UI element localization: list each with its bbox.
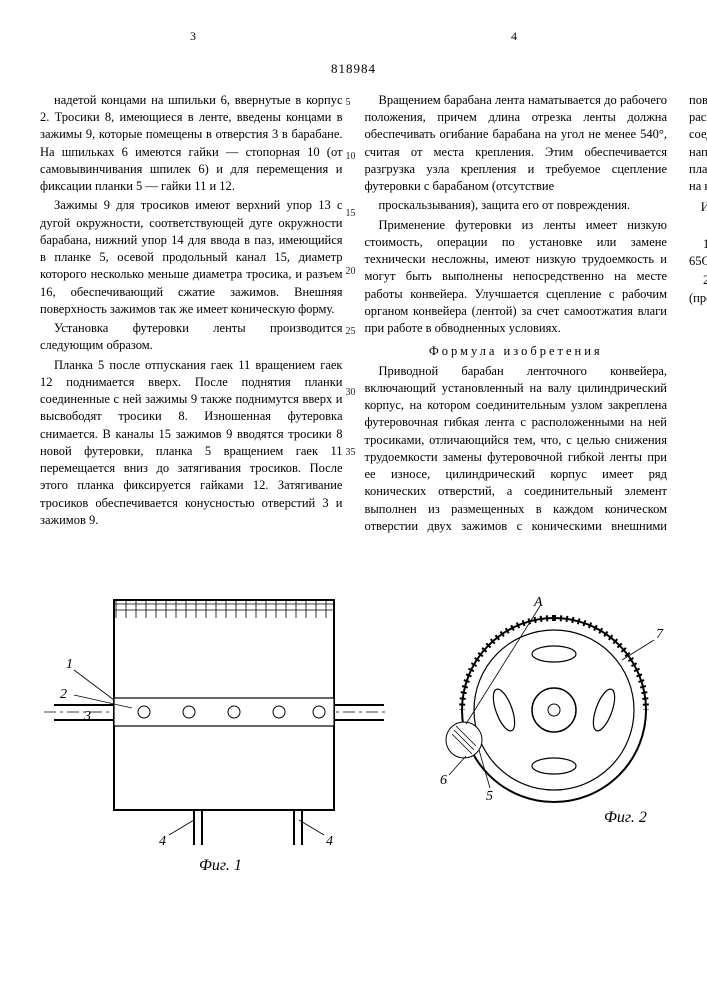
fig2-label: Фиг. 2: [604, 809, 647, 826]
paragraph: 2. Патент ФРГ № 1130752, кл. 81Е10, опуб…: [689, 272, 707, 307]
ref-4: 4: [159, 834, 166, 849]
paragraph: Планка 5 после отпускания гаек 11 вращен…: [40, 357, 343, 530]
formula-title: Формула изобретения: [365, 343, 668, 360]
figure-2: А 7 6 5 Фиг. 2: [440, 595, 664, 826]
figures-svg: 1 2 3 4 4 Фиг. 1: [44, 570, 664, 880]
paragraph: Зажимы 9 для тросиков имеют верхний упор…: [40, 197, 343, 318]
ref-7: 7: [656, 627, 664, 642]
paragraph: Вращением барабана лента наматывается до…: [365, 92, 668, 196]
ref-4b: 4: [326, 834, 333, 849]
ref-3: 3: [83, 709, 91, 724]
figures-area: 1 2 3 4 4 Фиг. 1: [40, 570, 667, 880]
ref-2: 2: [60, 687, 67, 702]
page-number-right: 4: [511, 28, 517, 45]
line-num: 25: [346, 327, 356, 337]
ref-5: 5: [486, 789, 493, 804]
document-number: 818984: [40, 60, 667, 78]
line-num: 15: [346, 209, 356, 219]
ref-A: А: [533, 595, 543, 610]
sources-title: Источники информации, принятые во вниман…: [689, 199, 707, 234]
paragraph: Применение футеровки из ленты имеет низк…: [365, 217, 668, 338]
paragraph: проскальзывания), защита его от поврежде…: [365, 197, 668, 214]
line-num: 10: [346, 152, 356, 162]
line-num: 20: [346, 267, 356, 277]
page-header: 3 4: [40, 28, 667, 50]
figure-1: 1 2 3 4 4 Фиг. 1: [44, 600, 389, 874]
paragraph: надетой концами на шпильки 6, ввернутые …: [40, 92, 343, 196]
fig1-label: Фиг. 1: [199, 857, 242, 874]
page-number-left: 3: [190, 28, 196, 45]
line-num: 30: [346, 388, 356, 398]
paragraph: Установка футеровки ленты производится с…: [40, 320, 343, 355]
ref-1: 1: [66, 657, 73, 672]
ref-6: 6: [440, 773, 447, 788]
line-num: 35: [346, 448, 356, 458]
line-num: 5: [346, 98, 351, 108]
paragraph: 1. Авторское свидетельство СССР № 627029…: [689, 236, 707, 271]
